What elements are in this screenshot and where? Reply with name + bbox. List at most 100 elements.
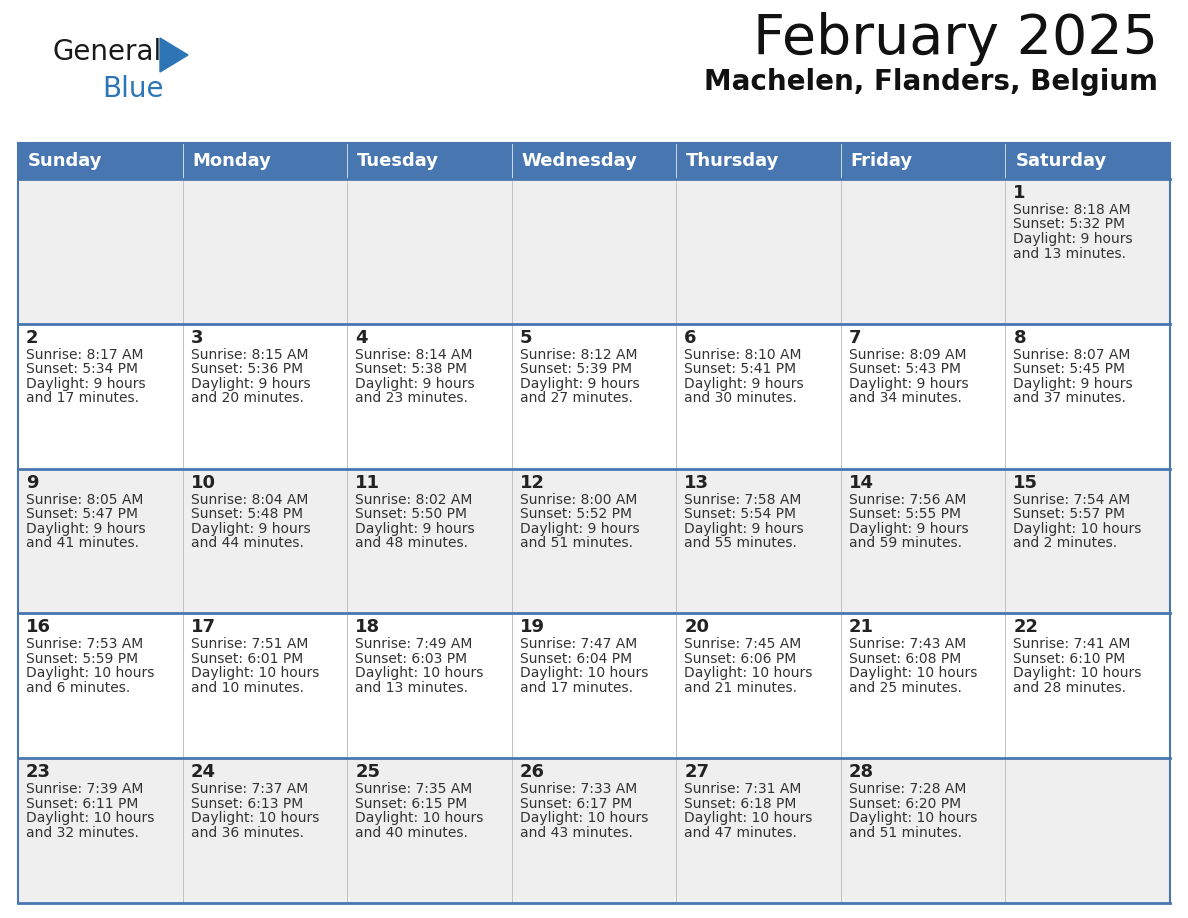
Bar [1005,143,1170,179]
Text: Sunset: 5:48 PM: Sunset: 5:48 PM [190,507,303,521]
Text: General: General [52,38,162,66]
Text: Daylight: 10 hours: Daylight: 10 hours [684,812,813,825]
Text: February 2025: February 2025 [753,12,1158,66]
Text: Sunset: 5:55 PM: Sunset: 5:55 PM [849,507,961,521]
Text: Thursday: Thursday [687,152,779,170]
Text: Daylight: 9 hours: Daylight: 9 hours [190,521,310,535]
Text: Sunset: 6:11 PM: Sunset: 6:11 PM [26,797,138,811]
Text: Sunrise: 8:09 AM: Sunrise: 8:09 AM [849,348,966,362]
Text: Daylight: 10 hours: Daylight: 10 hours [519,666,649,680]
Text: 19: 19 [519,619,545,636]
Text: and 44 minutes.: and 44 minutes. [190,536,303,550]
Text: 17: 17 [190,619,215,636]
Text: Sunset: 5:41 PM: Sunset: 5:41 PM [684,363,796,376]
Text: Sunrise: 7:37 AM: Sunrise: 7:37 AM [190,782,308,796]
Text: and 32 minutes.: and 32 minutes. [26,825,139,840]
Text: Sunrise: 8:07 AM: Sunrise: 8:07 AM [1013,348,1131,362]
Text: 3: 3 [190,329,203,347]
Text: 24: 24 [190,763,215,781]
Text: and 47 minutes.: and 47 minutes. [684,825,797,840]
Text: Sunset: 6:01 PM: Sunset: 6:01 PM [190,652,303,666]
Text: and 51 minutes.: and 51 minutes. [519,536,633,550]
Text: Sunset: 6:18 PM: Sunset: 6:18 PM [684,797,797,811]
Text: Sunrise: 7:58 AM: Sunrise: 7:58 AM [684,493,802,507]
Text: Sunset: 5:36 PM: Sunset: 5:36 PM [190,363,303,376]
Text: Daylight: 9 hours: Daylight: 9 hours [1013,376,1133,391]
Text: Sunset: 5:34 PM: Sunset: 5:34 PM [26,363,138,376]
Text: Sunset: 6:08 PM: Sunset: 6:08 PM [849,652,961,666]
Text: Sunrise: 8:12 AM: Sunrise: 8:12 AM [519,348,637,362]
Text: 5: 5 [519,329,532,347]
Text: Sunrise: 7:28 AM: Sunrise: 7:28 AM [849,782,966,796]
Text: Sunrise: 8:15 AM: Sunrise: 8:15 AM [190,348,308,362]
Text: Sunrise: 8:14 AM: Sunrise: 8:14 AM [355,348,473,362]
Text: Wednesday: Wednesday [522,152,638,170]
Text: Tuesday: Tuesday [358,152,440,170]
Text: Daylight: 10 hours: Daylight: 10 hours [684,666,813,680]
Text: 4: 4 [355,329,367,347]
Bar [347,143,512,179]
Text: Sunset: 5:59 PM: Sunset: 5:59 PM [26,652,138,666]
Text: and 20 minutes.: and 20 minutes. [190,391,303,406]
Text: Sunrise: 7:49 AM: Sunrise: 7:49 AM [355,637,473,652]
Text: and 30 minutes.: and 30 minutes. [684,391,797,406]
Text: Sunrise: 8:04 AM: Sunrise: 8:04 AM [190,493,308,507]
Text: 1: 1 [1013,184,1026,202]
Text: Sunset: 5:50 PM: Sunset: 5:50 PM [355,507,467,521]
Text: and 21 minutes.: and 21 minutes. [684,681,797,695]
Bar [18,758,1170,903]
Text: Sunrise: 7:31 AM: Sunrise: 7:31 AM [684,782,802,796]
Polygon shape [160,38,188,72]
Text: Sunday: Sunday [29,152,102,170]
Text: Sunset: 6:15 PM: Sunset: 6:15 PM [355,797,467,811]
Text: Sunrise: 7:54 AM: Sunrise: 7:54 AM [1013,493,1131,507]
Text: Sunset: 6:10 PM: Sunset: 6:10 PM [1013,652,1126,666]
Bar [18,179,1170,324]
Text: Daylight: 10 hours: Daylight: 10 hours [26,812,154,825]
Text: 13: 13 [684,474,709,492]
Text: 15: 15 [1013,474,1038,492]
Text: 8: 8 [1013,329,1026,347]
Text: Sunset: 5:45 PM: Sunset: 5:45 PM [1013,363,1125,376]
Text: 7: 7 [849,329,861,347]
Text: Daylight: 9 hours: Daylight: 9 hours [519,376,639,391]
Text: Daylight: 10 hours: Daylight: 10 hours [519,812,649,825]
Text: and 27 minutes.: and 27 minutes. [519,391,632,406]
Text: Sunrise: 8:02 AM: Sunrise: 8:02 AM [355,493,473,507]
Text: Daylight: 9 hours: Daylight: 9 hours [190,376,310,391]
Bar [183,143,347,179]
Text: and 13 minutes.: and 13 minutes. [355,681,468,695]
Text: and 36 minutes.: and 36 minutes. [190,825,304,840]
Text: Machelen, Flanders, Belgium: Machelen, Flanders, Belgium [704,68,1158,96]
Text: Sunset: 6:03 PM: Sunset: 6:03 PM [355,652,467,666]
Text: Sunrise: 7:51 AM: Sunrise: 7:51 AM [190,637,308,652]
Text: and 37 minutes.: and 37 minutes. [1013,391,1126,406]
Text: Sunrise: 7:56 AM: Sunrise: 7:56 AM [849,493,966,507]
Text: 21: 21 [849,619,874,636]
Bar [18,324,1170,468]
Bar [512,143,676,179]
Text: Sunrise: 7:33 AM: Sunrise: 7:33 AM [519,782,637,796]
Text: and 25 minutes.: and 25 minutes. [849,681,962,695]
Text: Daylight: 10 hours: Daylight: 10 hours [849,666,978,680]
Text: 16: 16 [26,619,51,636]
Text: and 13 minutes.: and 13 minutes. [1013,247,1126,261]
Text: 6: 6 [684,329,697,347]
Text: 27: 27 [684,763,709,781]
Text: 12: 12 [519,474,545,492]
Text: Sunrise: 7:43 AM: Sunrise: 7:43 AM [849,637,966,652]
Text: Daylight: 9 hours: Daylight: 9 hours [26,376,146,391]
Text: 9: 9 [26,474,38,492]
Text: Sunset: 6:20 PM: Sunset: 6:20 PM [849,797,961,811]
Text: Daylight: 10 hours: Daylight: 10 hours [355,666,484,680]
Text: Sunrise: 7:41 AM: Sunrise: 7:41 AM [1013,637,1131,652]
Text: 28: 28 [849,763,874,781]
Text: and 2 minutes.: and 2 minutes. [1013,536,1118,550]
Text: Sunset: 5:43 PM: Sunset: 5:43 PM [849,363,961,376]
Text: Daylight: 10 hours: Daylight: 10 hours [190,812,318,825]
Text: Sunrise: 7:35 AM: Sunrise: 7:35 AM [355,782,473,796]
Text: Daylight: 9 hours: Daylight: 9 hours [849,376,968,391]
Text: and 43 minutes.: and 43 minutes. [519,825,632,840]
Text: Daylight: 9 hours: Daylight: 9 hours [849,521,968,535]
Text: Daylight: 9 hours: Daylight: 9 hours [355,521,475,535]
